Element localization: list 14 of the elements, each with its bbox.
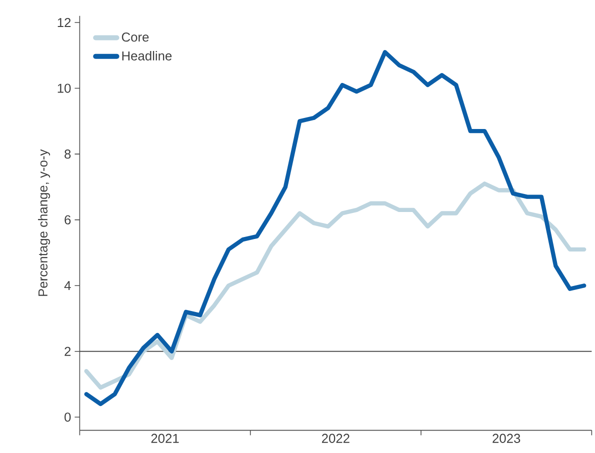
x-tick-label: 2021 [151, 434, 179, 443]
y-tick-label: 4 [64, 281, 71, 290]
y-tick-label: 10 [58, 84, 71, 93]
y-axis-title: Percentage change, y-o-y [38, 149, 50, 296]
legend-label: Headline [122, 50, 172, 60]
y-tick-label: 6 [64, 215, 71, 224]
y-tick-label: 12 [58, 18, 71, 27]
x-tick-label: 2022 [322, 434, 350, 443]
legend-label: Core [122, 32, 149, 42]
y-tick-label: 8 [64, 149, 71, 159]
y-tick-label: 0 [64, 412, 71, 422]
line-series [84, 50, 586, 406]
y-tick-label: 2 [64, 346, 71, 356]
x-tick-label: 2023 [492, 434, 520, 443]
